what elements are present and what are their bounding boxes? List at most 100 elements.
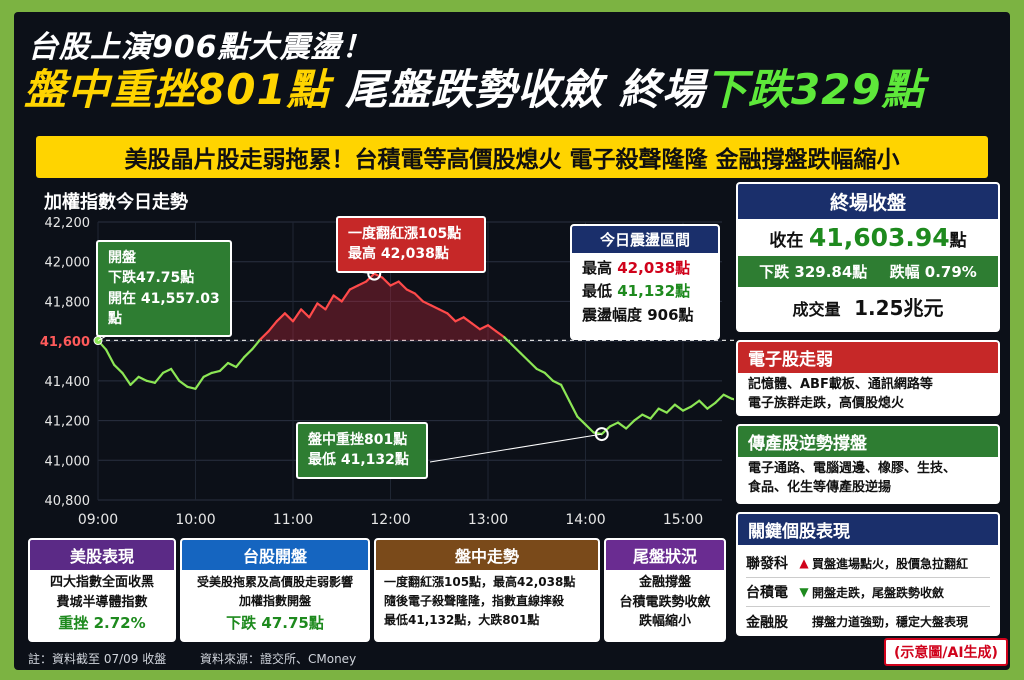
x-tick-label: 11:00 [273, 512, 313, 528]
close-panel: 終場收盤 收在 41,603.94點 下跌 329.84點 跌幅 0.79% 成… [736, 182, 1000, 332]
series-segment-down [649, 407, 660, 420]
series-segment-down [511, 344, 522, 355]
close-panel-title: 終場收盤 [738, 184, 998, 219]
open-callout: 開盤 下跌47.75點 開在 41,557.03點 [96, 240, 232, 338]
series-segment-down [673, 403, 685, 412]
series-segment-down [722, 393, 733, 400]
series-segment-up [259, 330, 270, 341]
series-segment-up [275, 312, 286, 323]
series-segment-up [340, 288, 351, 303]
high-callout: 一度翻紅漲105點 最高 42,038點 [336, 216, 486, 273]
series-segment-down [714, 393, 725, 404]
series-segment-down [519, 351, 530, 363]
high-callout-price: 最高 42,038點 [348, 246, 449, 263]
bottom-panel-us-market: 美股表現 四大指數全面收黑 費城半導體指數 重挫 2.72% [28, 538, 176, 642]
traditional-panel: 傳產股逆勢撐盤 電子通路、電腦週邊、橡膠、生技、 食品、化生等傳產股逆揚 [736, 424, 1000, 504]
key-stocks-panel: 關鍵個股表現 聯發科 ▲ 買盤進場點火，股價急拉翻紅 台積電 ▼ 開盤走跌，尾盤… [736, 512, 1000, 636]
series-segment-down [218, 361, 230, 373]
close-value: 41,603.94 [808, 223, 950, 252]
low-marker [594, 427, 609, 442]
series-segment-down [560, 383, 571, 402]
stock-name-mediatek: 聯發科 [746, 556, 788, 572]
series-segment-down [202, 371, 213, 378]
series-segment-up [389, 280, 400, 287]
closing-line-1: 金融撐盤 [638, 575, 691, 590]
series-segment-up [470, 322, 481, 331]
infographic-frame: 台股上演906點大震盪！ 盤中重挫801點 尾盤跌勢收斂 終場下跌329點 美股… [14, 12, 1010, 670]
y-tick-label: 41,000 [45, 454, 91, 469]
intraday-title: 盤中走勢 [376, 540, 598, 570]
series-segment-down [137, 375, 148, 382]
series-segment-up [291, 308, 303, 323]
tw-open-line-1: 受美股拖累及高價股走弱影響 [196, 575, 353, 589]
series-segment-down [690, 399, 701, 408]
arrow-down-icon: ▼ [799, 585, 809, 599]
closing-line-2: 台積電跌勢收斂 [619, 594, 711, 610]
series-segment-down [665, 403, 676, 414]
series-segment-up [438, 308, 449, 315]
series-segment-up [446, 312, 457, 323]
electronics-panel: 電子股走弱 記憶體、ABF載板、通訊網路等 電子族群走跌，高價股熄火 [736, 340, 1000, 416]
electronics-title: 電子股走弱 [738, 342, 998, 373]
bottom-panel-intraday: 盤中走勢 一度翻紅漲105點，最高42,038點 隨後電子殺聲隆隆，指數直線摔殺… [374, 538, 600, 642]
headline-line-1: 台股上演906點大震盪！ [28, 30, 373, 65]
stock-desc-mediatek: 買盤進場點火，股價急拉翻紅 [812, 556, 969, 571]
series-segment-down [178, 379, 189, 388]
y-tick-label: 40,800 [45, 494, 91, 509]
chart-lines [96, 272, 734, 436]
series-segment-up [454, 316, 465, 323]
close-unit: 點 [949, 231, 967, 251]
y-tick-label: 41,200 [45, 415, 91, 430]
close-pct: 跌幅 0.79% [889, 263, 977, 281]
low-callout: 盤中重挫801點 最低 41,132點 [296, 422, 428, 479]
series-segment-down [251, 338, 262, 351]
headline-final-text: 終場 [618, 65, 705, 114]
us-market-line-1: 四大指數全面收黑 [49, 575, 154, 590]
bottom-panel-closing: 尾盤狀況 金融撐盤 台積電跌勢收斂 跌幅縮小 [604, 538, 726, 642]
headline-line-2: 盤中重挫801點 尾盤跌勢收斂 終場下跌329點 [24, 65, 925, 114]
closing-line-3: 跌幅縮小 [638, 614, 691, 629]
x-tick-label: 14:00 [565, 512, 605, 528]
low-connector [429, 433, 602, 463]
series-segment-down [706, 401, 717, 410]
series-segment-down [641, 413, 652, 420]
low-callout-price: 最低 41,132點 [308, 452, 409, 469]
series-segment-up [462, 316, 473, 325]
stock-name-tsmc: 台積電 [746, 585, 788, 601]
low-callout-drop: 盤中重挫801點 [308, 432, 408, 448]
series-segment-up [308, 302, 319, 319]
series-segment-down [210, 369, 221, 375]
range-box: 今日震盪區間 最高 42,038點 最低 41,132點 震盪幅度 906點 [570, 224, 720, 340]
x-tick-label: 13:00 [468, 512, 508, 528]
open-callout-change: 下跌47.75點 [108, 270, 195, 287]
series-segment-up [397, 280, 408, 291]
range-amp-value: 906點 [647, 305, 694, 324]
series-segment-up [373, 272, 384, 279]
tw-open-highlight: 下跌 47.75點 [226, 614, 324, 633]
series-segment-down [543, 371, 555, 382]
headline-drop-text: 盤中重挫801點 [24, 65, 330, 114]
y-axis: 42,200 42,000 41,800 41,600 41,400 41,200 41,0… [40, 216, 90, 509]
x-tick-label: 12:00 [370, 512, 410, 528]
series-segment-down [105, 348, 116, 367]
stock-desc-tsmc: 開盤走跌，尾盤跌勢收斂 [812, 585, 945, 600]
us-market-title: 美股表現 [30, 540, 174, 570]
series-segment-down [698, 399, 709, 410]
arrow-up-icon: ▲ [799, 556, 809, 570]
series-segment-up [486, 324, 498, 333]
series-segment-up [413, 292, 425, 303]
series-segment-down [235, 355, 246, 369]
y-tick-label: 42,000 [45, 256, 91, 271]
series-segment-down [186, 385, 197, 390]
us-market-highlight: 重挫 2.72% [58, 614, 146, 632]
x-tick-label: 09:00 [78, 512, 118, 528]
series-segment-down [113, 363, 124, 375]
series-segment-up [421, 300, 433, 307]
series-segment-down [730, 397, 734, 401]
footer-source: 資料來源：證交所、CMoney [200, 652, 357, 666]
range-box-title: 今日震盪區間 [572, 226, 718, 253]
electronics-line-1: 記憶體、ABF載板、通訊網路等 [748, 377, 933, 392]
series-segment-up [267, 320, 278, 333]
series-segment-down [608, 421, 620, 428]
x-tick-label: 15:00 [663, 512, 703, 528]
